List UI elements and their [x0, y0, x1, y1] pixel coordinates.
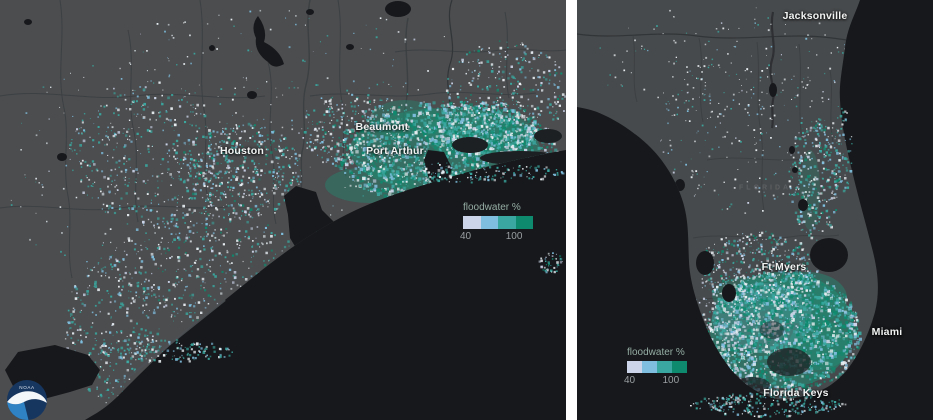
gulf-coast-map: [0, 0, 566, 420]
legend-colorbar: [627, 361, 687, 373]
city-label-ft-myers: Ft Myers: [761, 261, 807, 273]
city-label-beaumont: Beaumont: [355, 121, 409, 133]
noaa-logo: NOAA: [7, 380, 47, 420]
keys-flood-speckles: [690, 106, 853, 418]
state-name-watermark: FLORIDA: [738, 184, 792, 192]
noaa-logo-text: NOAA: [19, 385, 35, 390]
panel-divider: [566, 0, 577, 420]
legend-ticks: 40 100: [460, 231, 533, 243]
city-label-miami: Miami: [871, 326, 903, 338]
panel-gulf-coast: Houston Beaumont Port Arthur floodwater …: [0, 0, 566, 420]
rivers: [769, 11, 777, 129]
florida-map: [577, 0, 933, 420]
city-label-jacksonville: Jacksonville: [782, 10, 848, 22]
texas-louisiana-land: [0, 0, 566, 420]
legend-ticks: 40 100: [624, 375, 687, 387]
tampa-bay: [696, 251, 714, 275]
lake-okeechobee: [810, 238, 848, 272]
floodwater-legend-right: floodwater % 40 100: [624, 347, 717, 387]
legend-swatch: [642, 361, 657, 373]
legend-tick-min: 40: [460, 231, 472, 242]
sam-rayburn-reservoir: [385, 1, 411, 17]
floodwater-legend-left: floodwater % 40 100: [460, 202, 553, 243]
lake-livingston: [253, 16, 284, 67]
city-label-port-arthur: Port Arthur: [366, 145, 424, 157]
panel-florida: Jacksonville Ft Myers Miami Florida Keys…: [577, 0, 933, 420]
county-boundaries: [0, 0, 566, 279]
coastal-flood-speckles: [97, 162, 565, 363]
legend-swatch: [480, 216, 498, 229]
legend-swatch: [515, 216, 533, 229]
floodwater-speckles: [599, 7, 862, 396]
legend-title: floodwater %: [463, 202, 521, 213]
legend-tick-max: 100: [505, 231, 523, 242]
legend-tick-min: 40: [624, 375, 636, 386]
legend-swatch: [463, 216, 481, 229]
city-label-florida-keys: Florida Keys: [763, 387, 829, 399]
charlotte-harbor: [722, 284, 736, 302]
florida-georgia-border: [577, 33, 848, 41]
big-cypress-swamp: [767, 348, 811, 376]
city-label-houston: Houston: [220, 145, 264, 157]
legend-tick-max: 100: [662, 375, 680, 386]
lake-george: [769, 83, 777, 97]
legend-swatch: [657, 361, 672, 373]
legend-swatch: [627, 361, 642, 373]
noaa-logo-gull: [7, 391, 47, 405]
legend-swatch: [672, 361, 687, 373]
legend-swatch: [498, 216, 516, 229]
barrier-islands: [99, 299, 226, 401]
st-johns-river: [769, 11, 775, 129]
legend-colorbar: [463, 216, 533, 229]
legend-title: floodwater %: [627, 347, 685, 358]
